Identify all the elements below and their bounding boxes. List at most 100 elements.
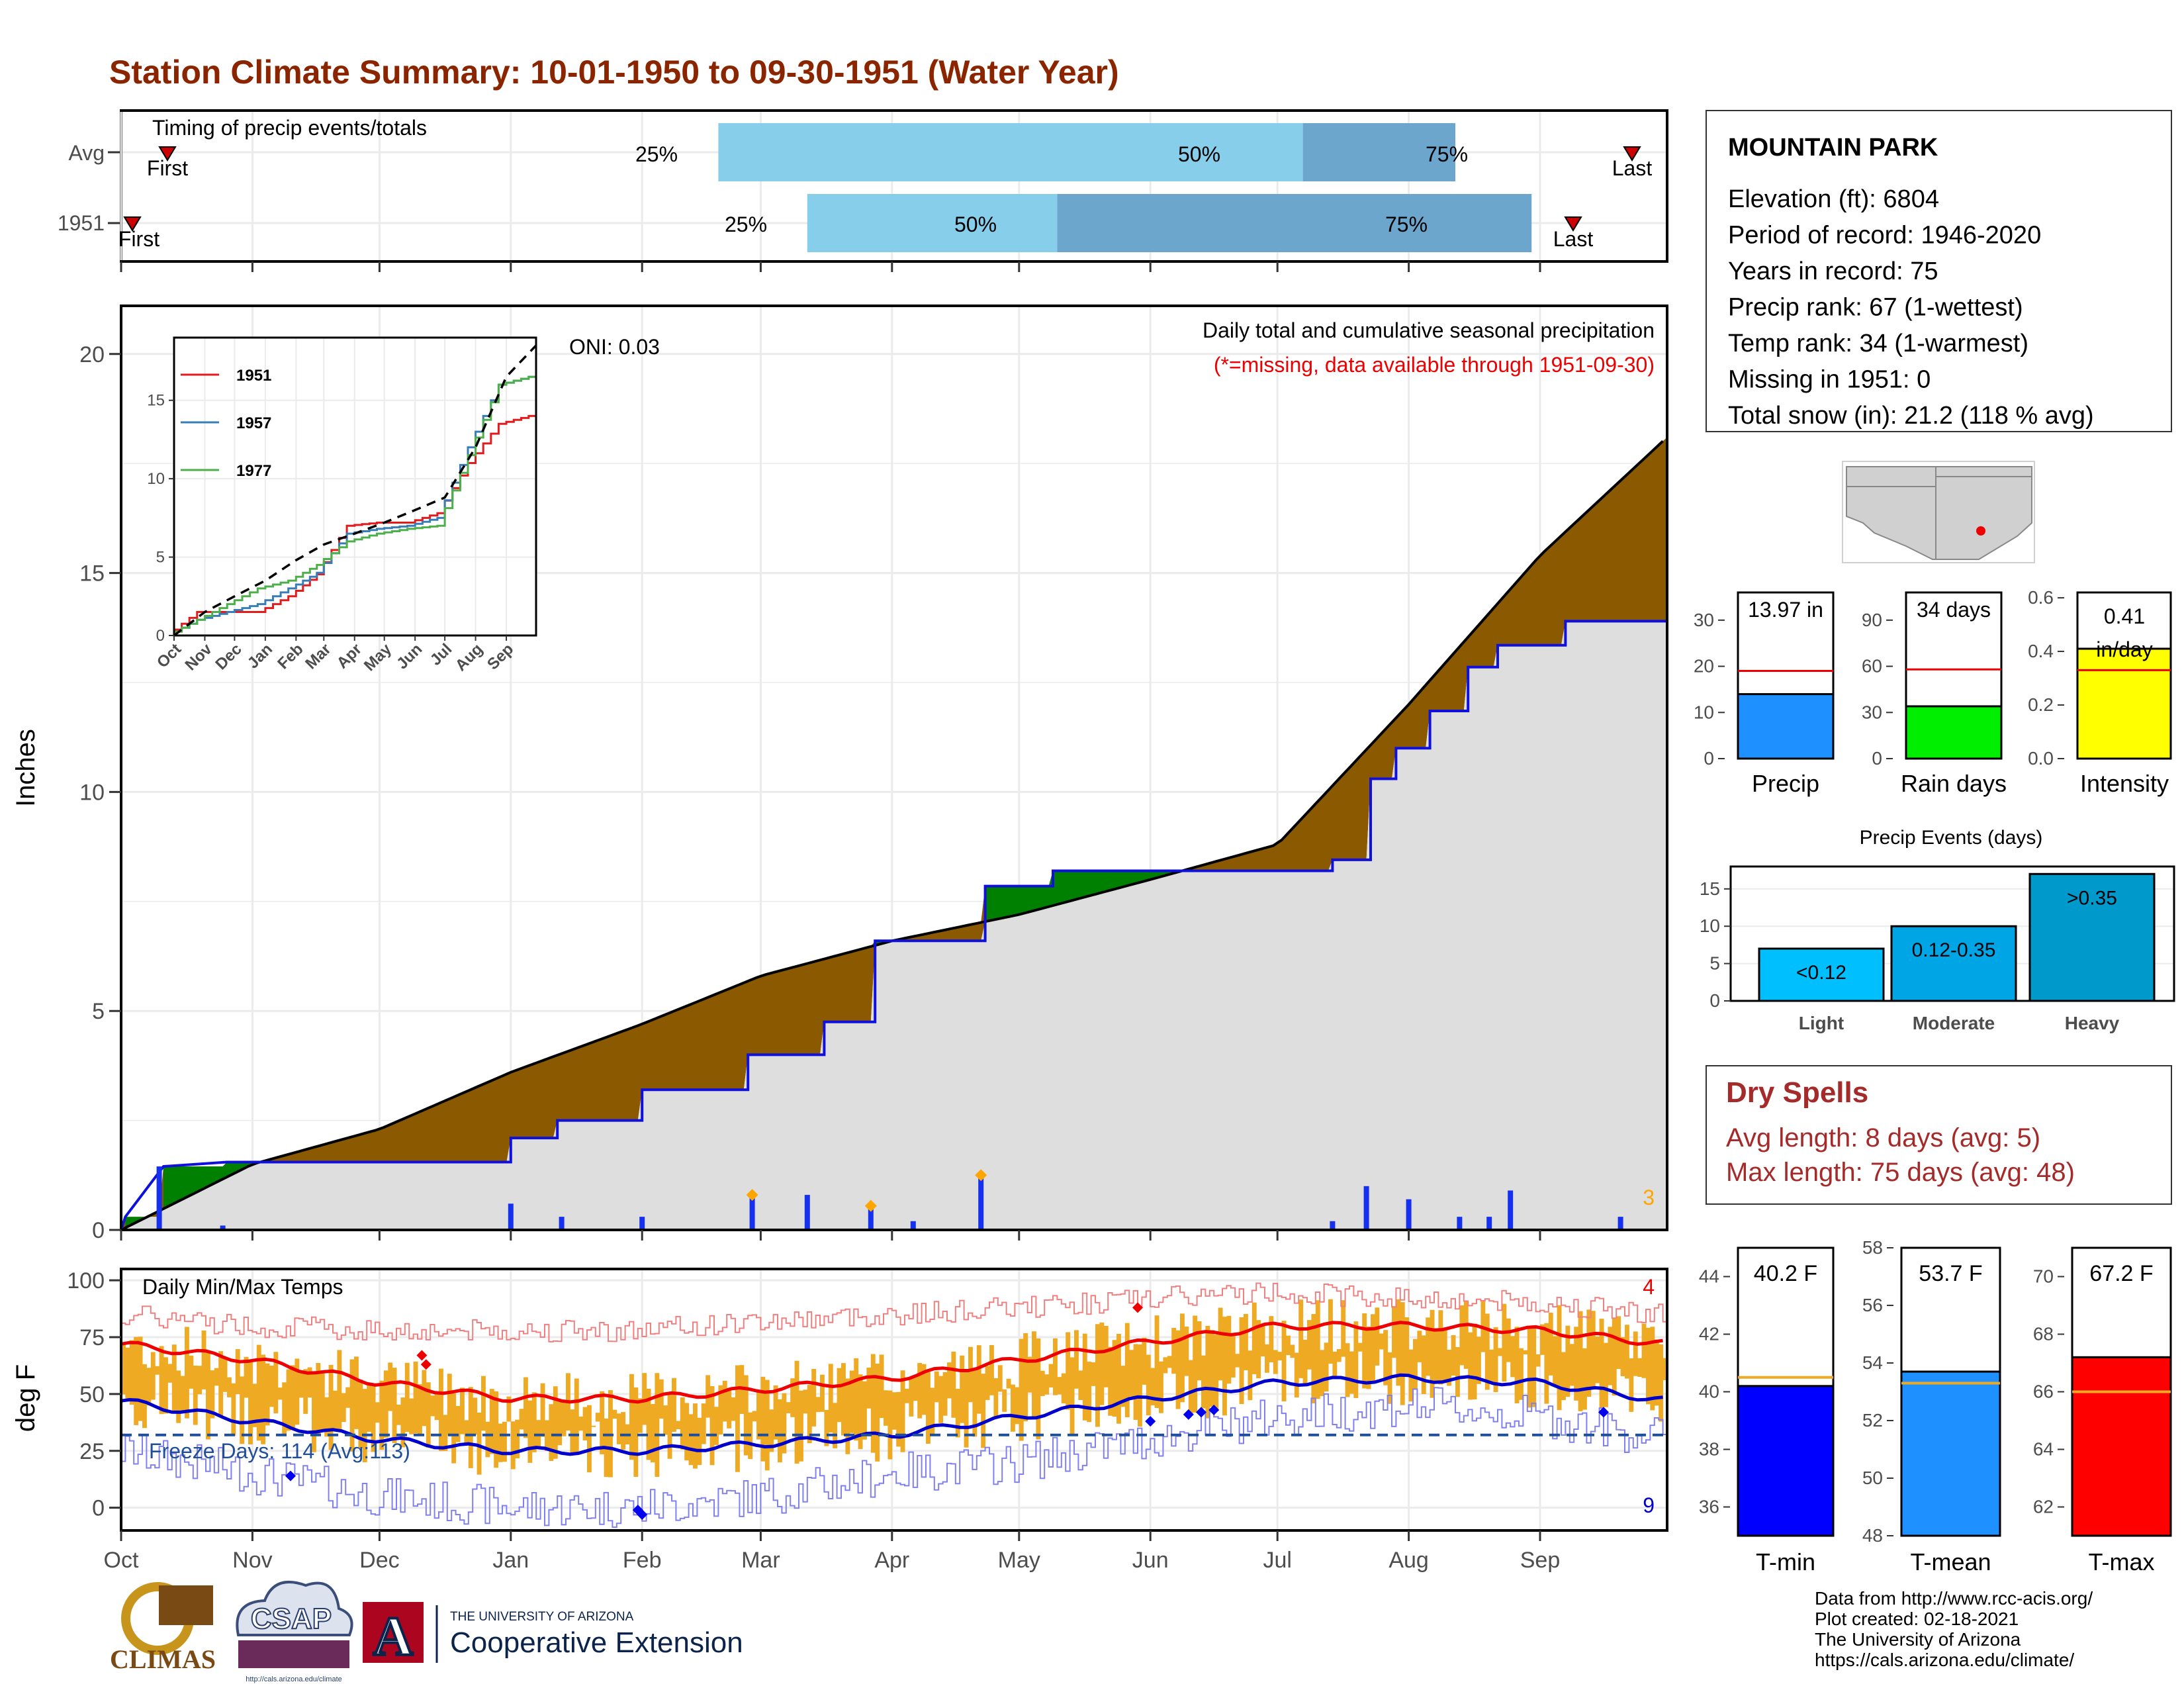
daily-temp-bar [993,1378,999,1417]
daily-precip-bar [639,1217,645,1230]
daily-temp-bar [1193,1315,1198,1413]
daily-temp-bar [1053,1338,1058,1395]
month-label: Oct [104,1548,139,1573]
daily-temp-bar [815,1397,821,1413]
daily-temp-bar [879,1354,884,1419]
precip-panel: 0 5 10 15 20 Inches Daily total and cumulative… [11,305,1668,1243]
intensity-value-label: 0.41 [2104,604,2145,628]
daily-temp-bar [362,1389,367,1463]
daily-temp-bar [1506,1318,1511,1362]
station-info-line: Years in record: 75 [1728,258,1938,285]
daily-temp-bar [997,1365,1003,1392]
avg-p50-label: 50% [1178,142,1220,166]
daily-temp-bar [1175,1330,1181,1409]
daily-temp-bar [714,1407,719,1445]
daily-temp-bar [858,1374,863,1450]
event-bar-moderate [1890,925,2017,1002]
temp-heading: Daily Min/Max Temps [142,1275,343,1299]
avg-last-label: Last [1612,156,1653,180]
daily-temp-bar [942,1372,948,1416]
daily-temp-bar [735,1365,740,1472]
mini-y-tick-label: 0 [1872,748,1882,769]
daily-temp-bar [1214,1335,1219,1411]
daily-temp-bar [938,1376,944,1423]
daily-temp-bar [1082,1333,1087,1421]
inset-series-line-1977 [173,375,536,635]
daily-temp-bar [646,1388,651,1460]
daily-temp-bar [1078,1370,1083,1400]
daily-temp-bar [875,1364,880,1462]
intensity-unit-label: in/day [2096,637,2152,661]
daily-temp-bar [1489,1349,1494,1382]
daily-temp-bar [1260,1325,1265,1357]
daily-temp-bar [129,1340,134,1405]
daily-temp-bar [121,1344,126,1395]
daily-temp-bar [655,1373,660,1477]
daily-temp-bar [1120,1366,1126,1407]
daily-temp-bar [1498,1348,1502,1356]
daily-temp-bar [574,1378,579,1454]
temp-axis-label: T-max [2088,1548,2154,1575]
daily-temp-bar [396,1405,401,1425]
temperature-panel: 0 25 50 75 100 Oct Nov Dec Jan Feb Mar Apr May Jun Jul… [11,1268,1668,1573]
events-title: Precip Events (days) [1860,827,2043,849]
timing-panel: 25% 50% 75% 25% 50% 75% Timing of precip event… [58,109,1668,272]
daily-temp-bar [345,1387,351,1408]
daily-temp-bar [282,1382,287,1434]
daily-temp-bar [1502,1303,1507,1382]
year-p25-label: 25% [725,212,767,236]
precip-axis-label: Precip [1752,770,1819,797]
daily-temp-bar [905,1388,909,1403]
daily-temp-bar [913,1376,918,1401]
temp-y-axis-title: deg F [11,1364,40,1432]
daily-temp-bar [896,1391,901,1447]
temp-value-label: 53.7 F [1919,1261,1982,1286]
mini-y-tick-label: 90 [1862,610,1882,630]
daily-temp-bar [1116,1333,1121,1424]
daily-temp-bar [489,1389,494,1454]
daily-temp-bar [1553,1336,1558,1385]
daily-temp-bar [621,1412,626,1450]
year-timing-bar [807,194,1058,252]
map-region [1846,466,2032,560]
daily-temp-bar [413,1361,418,1434]
temp-y-tick-label: 0 [92,1496,105,1521]
daily-temp-bar [1167,1356,1172,1368]
daily-temp-bar [884,1390,888,1426]
daily-temp-bar [1205,1325,1210,1419]
daily-temp-bar [383,1370,388,1438]
daily-temp-bar [778,1399,782,1463]
daily-temp-bar [1442,1327,1447,1383]
daily-temp-bar [455,1405,461,1442]
temp-mini-y-tick-label: 56 [1862,1295,1883,1315]
daily-temp-bar [210,1370,215,1419]
daily-temp-bar [841,1363,846,1436]
mini-y-tick-label: 0.0 [2028,748,2054,769]
temp-bar [1900,1370,2001,1537]
station-info-line: Period of record: 1946-2020 [1728,222,2041,250]
temp-bar [2071,1356,2172,1537]
daily-temp-bar [185,1327,189,1419]
inset-legend-label: 1951 [236,367,271,385]
tmean-chart: 48 50 52 54 56 58 53.7 F T-mean [1862,1237,2001,1575]
daily-temp-bar [1357,1342,1363,1352]
daily-temp-bar [1103,1325,1109,1387]
events-y-tick-label: 15 [1700,878,1720,899]
daily-temp-bar [760,1376,766,1462]
daily-temp-bar [1230,1334,1236,1378]
daily-temp-bar [1171,1327,1177,1374]
temp-mini-y-tick-label: 44 [1699,1266,1719,1287]
daily-temp-bar [782,1393,787,1454]
daily-temp-bar [1604,1342,1608,1407]
daily-temp-bar [439,1368,443,1452]
daily-temp-bar [1184,1327,1189,1376]
precip-y-axis-title: Inches [11,729,40,807]
daily-temp-bar [125,1347,130,1399]
record-marker [1183,1409,1194,1420]
inset-legend-label: 1957 [236,414,271,432]
daily-temp-bar [1514,1327,1520,1403]
precip-frame [120,305,1668,1231]
daily-temp-bar [972,1368,978,1437]
daily-temp-bar [298,1370,304,1398]
inset-average-line [173,344,537,637]
